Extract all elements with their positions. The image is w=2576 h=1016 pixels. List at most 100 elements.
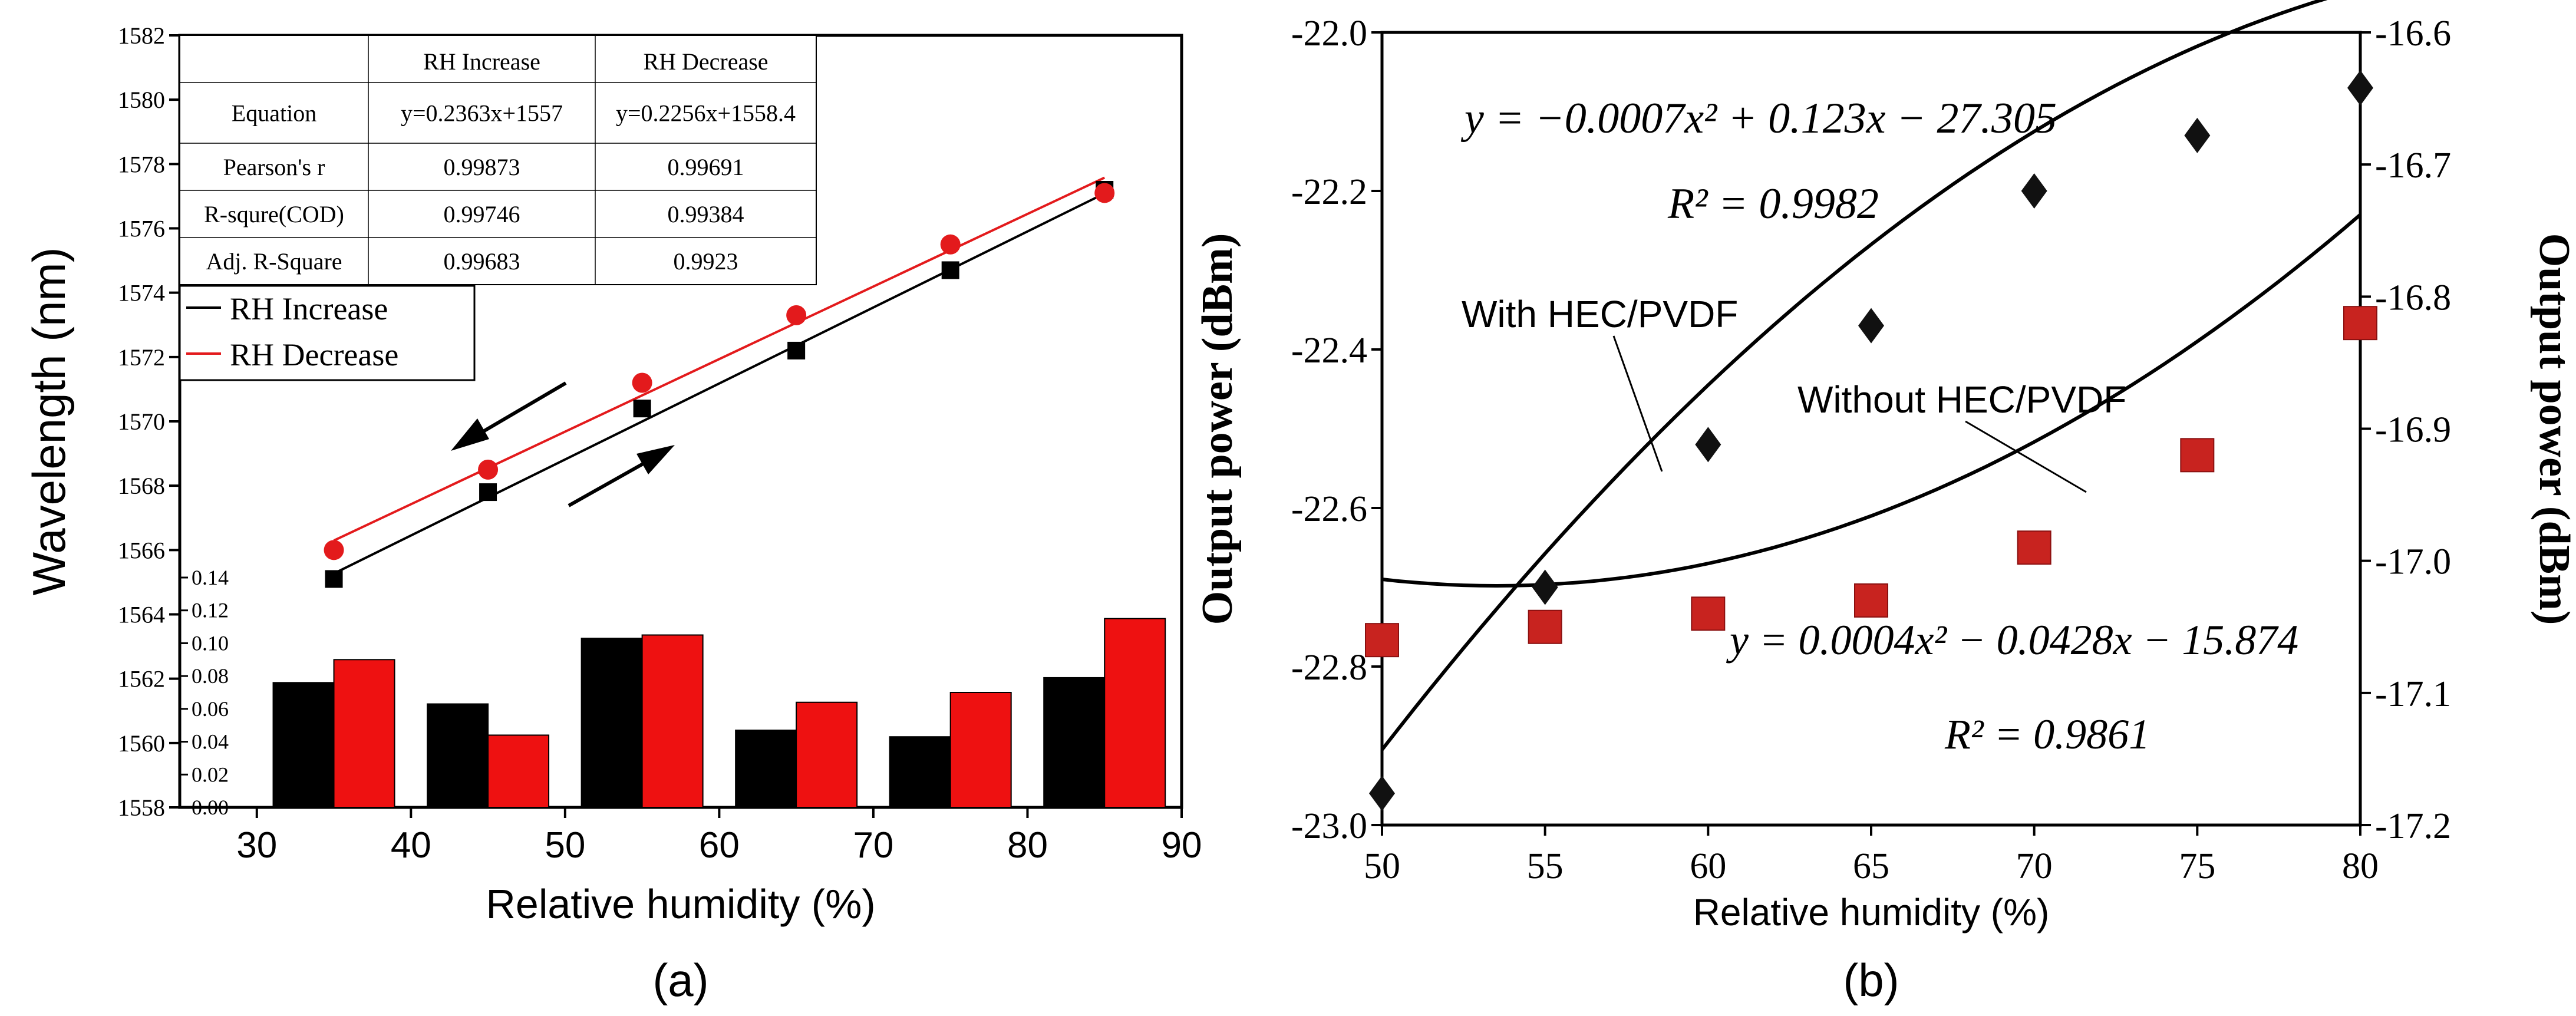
x-tick-label: 70 — [853, 825, 893, 866]
without-hec-pvdf-pointer — [1965, 420, 2087, 493]
table-frame — [179, 35, 817, 285]
panel-a-inset-bar-chart: 0.00 0.02 0.04 0.06 0.08 0.10 0.12 0.14 — [179, 566, 1166, 819]
y-tick-label: 1580 — [118, 87, 165, 113]
fit2-r-squared: R² = 0.9861 — [1944, 711, 2150, 758]
data-point-square — [1691, 596, 1726, 631]
inset-y-tick-label: 0.04 — [192, 730, 229, 754]
panel-b-x-axis-label: Relative humidity (%) — [1693, 891, 2050, 933]
table-cell: y=0.2363x+1557 — [401, 100, 563, 127]
panel-b-right-y-ticks: -17.2 -17.1 -17.0 -16.9 -16.8 -16.7 -16.6 — [2360, 14, 2451, 846]
panel-a-data-points — [324, 181, 1115, 588]
left-y-tick-label: -22.2 — [1291, 172, 1367, 212]
data-point-diamond — [2184, 117, 2211, 153]
table-cell: Pearson's r — [223, 154, 325, 180]
data-point-square — [2343, 306, 2377, 341]
with-hec-pvdf-pointer — [1612, 335, 1663, 472]
data-point-diamond — [1695, 427, 1721, 463]
legend-label-rh-decrease: RH Decrease — [230, 337, 398, 372]
data-point-square — [2017, 530, 2051, 565]
legend-label-rh-increase: RH Increase — [230, 291, 388, 326]
x-tick-label: 60 — [1690, 846, 1726, 886]
y-tick-label: 1566 — [118, 537, 165, 563]
x-tick-label: 60 — [699, 825, 740, 866]
table-cell: 0.99746 — [444, 201, 520, 227]
inset-bar — [1043, 677, 1106, 809]
x-tick-label: 55 — [1527, 846, 1564, 886]
inset-bar — [272, 682, 335, 809]
panel-b: -23.0-22.8-22.6-22.4-22.2-22.0 -17.2-17.… — [1193, 0, 2576, 1006]
data-point-diamond — [1858, 308, 1884, 344]
direction-arrows — [451, 381, 675, 507]
data-point-square — [787, 341, 806, 359]
data-point-diamond — [1369, 776, 1395, 812]
table-cell: 0.99683 — [444, 248, 520, 275]
data-point-circle — [940, 234, 961, 255]
left-y-tick-label: -22.4 — [1291, 331, 1367, 371]
inset-bar — [333, 659, 395, 809]
table-cell: 0.99873 — [444, 154, 520, 180]
panel-b-left-y-axis-label: Output power (dBm) — [1193, 233, 1242, 625]
inset-bar — [487, 734, 550, 809]
inset-y-tick-label: 0.14 — [192, 566, 229, 589]
inset-y-tick-label: 0.02 — [192, 763, 229, 786]
decrease-arrow-head — [451, 418, 489, 451]
inset-bar — [641, 634, 704, 808]
panel-b-data-points — [1365, 70, 2377, 812]
data-point-square — [479, 483, 497, 502]
data-point-circle — [1094, 183, 1115, 203]
inset-bar — [1104, 618, 1166, 808]
table-cell: y=0.2256x+1558.4 — [616, 100, 796, 127]
table-cell: 0.9923 — [674, 248, 738, 275]
y-tick-label: 1576 — [118, 216, 165, 242]
inset-bar — [427, 703, 489, 808]
with-hec-pvdf-label: With HEC/PVDF — [1462, 293, 1738, 335]
y-tick-label: 1568 — [118, 473, 165, 499]
left-y-tick-label: -22.0 — [1291, 14, 1367, 54]
data-point-diamond — [2021, 173, 2047, 209]
table-cell: R-squre(COD) — [204, 201, 344, 227]
fit1-equation: y = −0.0007x² + 0.123x − 27.305 — [1460, 94, 2057, 143]
panel-a-x-ticks: 30 40 50 60 70 80 90 — [236, 807, 1202, 866]
table-cell: Equation — [232, 100, 316, 127]
data-point-circle — [324, 540, 344, 560]
y-tick-label: 1578 — [118, 151, 165, 177]
right-y-tick-label: -16.9 — [2375, 410, 2451, 450]
y-tick-label: 1574 — [118, 280, 165, 306]
y-tick-label: 1564 — [118, 602, 165, 628]
panel-b-label: (b) — [1843, 954, 1899, 1006]
fit-line — [333, 192, 1106, 575]
x-tick-label: 80 — [2342, 846, 2379, 886]
inset-bar — [796, 701, 858, 808]
data-point-diamond — [2347, 70, 2373, 106]
decrease-arrow-shaft — [479, 381, 567, 435]
inset-y-tick-label: 0.12 — [192, 599, 229, 622]
data-point-circle — [786, 305, 807, 325]
panel-b-x-ticks: 50 55 60 65 70 75 80 — [1364, 825, 2379, 886]
panel-a-fit-lines — [333, 176, 1106, 575]
panel-a: 1558 1560 1562 1564 1566 1568 1570 1572 1574 1576… — [23, 22, 1202, 1006]
y-tick-label: 1572 — [118, 344, 165, 371]
x-tick-label: 50 — [1364, 846, 1400, 886]
fit1-r-squared: R² = 0.9982 — [1667, 180, 1879, 228]
inset-bar — [735, 730, 797, 808]
x-tick-label: 75 — [2179, 846, 2215, 886]
x-tick-label: 40 — [391, 825, 431, 866]
x-tick-label: 50 — [545, 825, 585, 866]
y-tick-label: 1570 — [118, 408, 165, 435]
data-point-square — [325, 570, 343, 588]
right-y-tick-label: -16.7 — [2375, 146, 2451, 186]
data-point-diamond — [1532, 569, 1558, 605]
data-point-square — [941, 261, 959, 279]
increase-arrow-head — [636, 445, 675, 474]
left-y-tick-label: -22.8 — [1291, 648, 1367, 688]
inset-bar — [889, 736, 951, 808]
inset-y-tick-label: 0.00 — [192, 796, 229, 819]
increase-arrow-shaft — [568, 459, 649, 507]
x-tick-label: 30 — [236, 825, 277, 866]
table-header-cell: RH Increase — [423, 48, 540, 75]
right-y-tick-label: -17.1 — [2375, 674, 2451, 714]
inset-y-tick-label: 0.08 — [192, 664, 229, 688]
data-point-square — [1365, 623, 1399, 658]
y-tick-label: 1560 — [118, 730, 165, 757]
